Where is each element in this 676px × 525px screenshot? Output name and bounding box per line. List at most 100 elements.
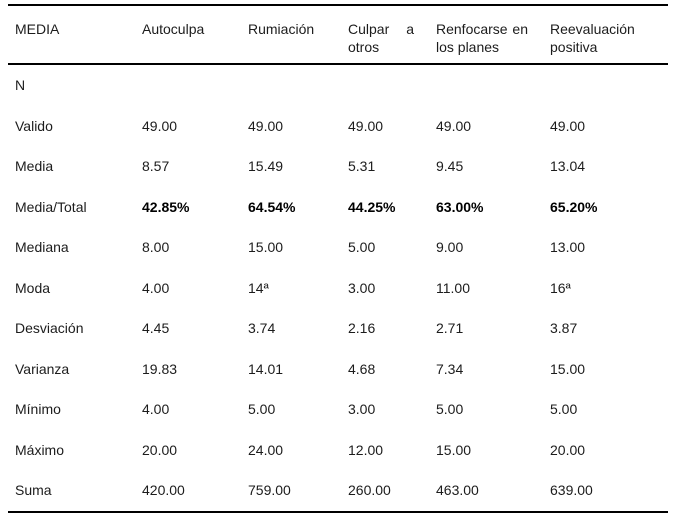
cell-value	[248, 65, 348, 106]
cell-value: 24.00	[248, 441, 284, 458]
cell-value: 5.00	[248, 401, 276, 417]
cell-value: 15.00	[550, 360, 586, 377]
header-text: a	[406, 21, 414, 37]
table-row: Mínimo 4.00 5.00 3.00 5.00 5.00	[8, 389, 668, 430]
cell-value: 20.00	[550, 441, 586, 458]
cell-value: 65.20%	[550, 198, 598, 215]
table-row: Varianza 19.83 14.01 4.68 7.34 15.00	[8, 349, 668, 390]
cell-value: 463.00	[436, 482, 479, 498]
table-row: Máximo 20.00 24.00 12.00 15.00 20.00	[8, 430, 668, 471]
table-row: N	[8, 65, 668, 106]
cell-value	[550, 65, 668, 106]
cell-value: 9.45	[436, 158, 464, 174]
cell-value: 42.85%	[142, 198, 190, 215]
cell-value: 49.00	[436, 117, 472, 134]
cell-value: 8.57	[142, 158, 170, 174]
table-row: Valido 49.00 49.00 49.00 49.00 49.00	[8, 106, 668, 147]
row-label: Media	[15, 158, 54, 174]
table-row: Desviación 4.45 3.74 2.16 2.71 3.87	[8, 308, 668, 349]
cell-value: 5.00	[436, 401, 464, 417]
table-row: Media/Total 42.85% 64.54% 44.25% 63.00% 65.20…	[8, 187, 668, 228]
header-text: MEDIA	[15, 21, 60, 37]
row-label: Mediana	[15, 239, 69, 255]
row-label: Varianza	[15, 360, 70, 377]
cell-value: 16ª	[550, 279, 571, 296]
row-label: Suma	[15, 482, 52, 498]
cell-value: 5.31	[348, 158, 376, 174]
row-label: Moda	[15, 279, 51, 296]
cell-value: 4.00	[142, 279, 170, 296]
cell-value: 7.34	[436, 360, 464, 377]
cell-value: 15.49	[248, 158, 284, 174]
cell-value	[436, 65, 550, 106]
cell-value: 4.68	[348, 360, 376, 377]
cell-value: 3.74	[248, 320, 276, 336]
cell-value: 9.00	[436, 239, 464, 255]
header-text: Renfocarse	[436, 21, 508, 37]
column-header-renfocarse-planes: Renfocarse en los planes	[436, 6, 550, 63]
row-label: Desviación	[15, 320, 84, 336]
column-header-autoculpa: Autoculpa	[142, 6, 248, 63]
row-label: Mínimo	[15, 401, 61, 417]
row-label: N	[15, 77, 26, 93]
table-header-row: MEDIA Autoculpa Rumiación Culpar a otros…	[8, 4, 668, 65]
column-header-rumiacion: Rumiación	[248, 6, 348, 63]
cell-value: 5.00	[550, 401, 578, 417]
table-row: Suma 420.00 759.00 260.00 463.00 639.00	[8, 470, 668, 511]
cell-value: 49.00	[248, 117, 284, 134]
header-text: Rumiación	[248, 21, 315, 37]
header-text: Culpar	[348, 21, 390, 37]
descriptives-table: MEDIA Autoculpa Rumiación Culpar a otros…	[8, 4, 668, 513]
cell-value: 420.00	[142, 482, 185, 498]
row-label: Máximo	[15, 441, 65, 458]
header-line1: Renfocarse en	[436, 20, 528, 38]
table-body: N Valido 49.00 49.00 49.00 49.00 49.00 Media 8.5…	[8, 65, 668, 513]
cell-value: 14ª	[248, 279, 269, 296]
cell-value: 44.25%	[348, 198, 396, 215]
cell-value: 64.54%	[248, 198, 296, 215]
cell-value: 49.00	[142, 117, 178, 134]
cell-value: 4.00	[142, 401, 170, 417]
cell-value: 63.00%	[436, 198, 484, 215]
table-row: Mediana 8.00 15.00 5.00 9.00 13.00	[8, 227, 668, 268]
table-row: Moda 4.00 14ª 3.00 11.00 16ª	[8, 268, 668, 309]
cell-value: 13.00	[550, 239, 586, 255]
row-label: Media/Total	[15, 198, 87, 215]
header-text: en	[512, 21, 528, 37]
cell-value: 14.01	[248, 360, 284, 377]
cell-value: 3.87	[550, 320, 578, 336]
cell-value: 260.00	[348, 482, 391, 498]
header-line1: Culpar a	[348, 20, 414, 38]
cell-value: 19.83	[142, 360, 178, 377]
cell-value: 2.71	[436, 320, 464, 336]
header-text: Autoculpa	[142, 21, 205, 37]
column-header-reevaluacion-positiva: Reevaluación positiva	[550, 6, 668, 63]
cell-value: 8.00	[142, 239, 170, 255]
cell-value: 20.00	[142, 441, 178, 458]
cell-value: 15.00	[248, 239, 284, 255]
row-label: Valido	[15, 117, 53, 134]
cell-value	[348, 65, 436, 106]
header-line2: positiva	[550, 39, 598, 55]
header-text: Reevaluación	[550, 21, 635, 37]
cell-value: 12.00	[348, 441, 384, 458]
column-header-culpar-a-otros: Culpar a otros	[348, 6, 436, 63]
column-header-media: MEDIA	[8, 6, 142, 63]
cell-value: 759.00	[248, 482, 291, 498]
cell-value: 13.04	[550, 158, 586, 174]
cell-value: 3.00	[348, 401, 376, 417]
table-row: Media 8.57 15.49 5.31 9.45 13.04	[8, 146, 668, 187]
cell-value: 11.00	[436, 279, 470, 296]
cell-value: 2.16	[348, 320, 376, 336]
header-line2: los planes	[436, 39, 500, 55]
header-line2: otros	[348, 39, 380, 55]
cell-value	[142, 65, 248, 106]
cell-value: 3.00	[348, 279, 376, 296]
cell-value: 4.45	[142, 320, 170, 336]
cell-value: 5.00	[348, 239, 376, 255]
cell-value: 49.00	[550, 117, 586, 134]
cell-value: 15.00	[436, 441, 472, 458]
cell-value: 49.00	[348, 117, 384, 134]
cell-value: 639.00	[550, 482, 593, 498]
